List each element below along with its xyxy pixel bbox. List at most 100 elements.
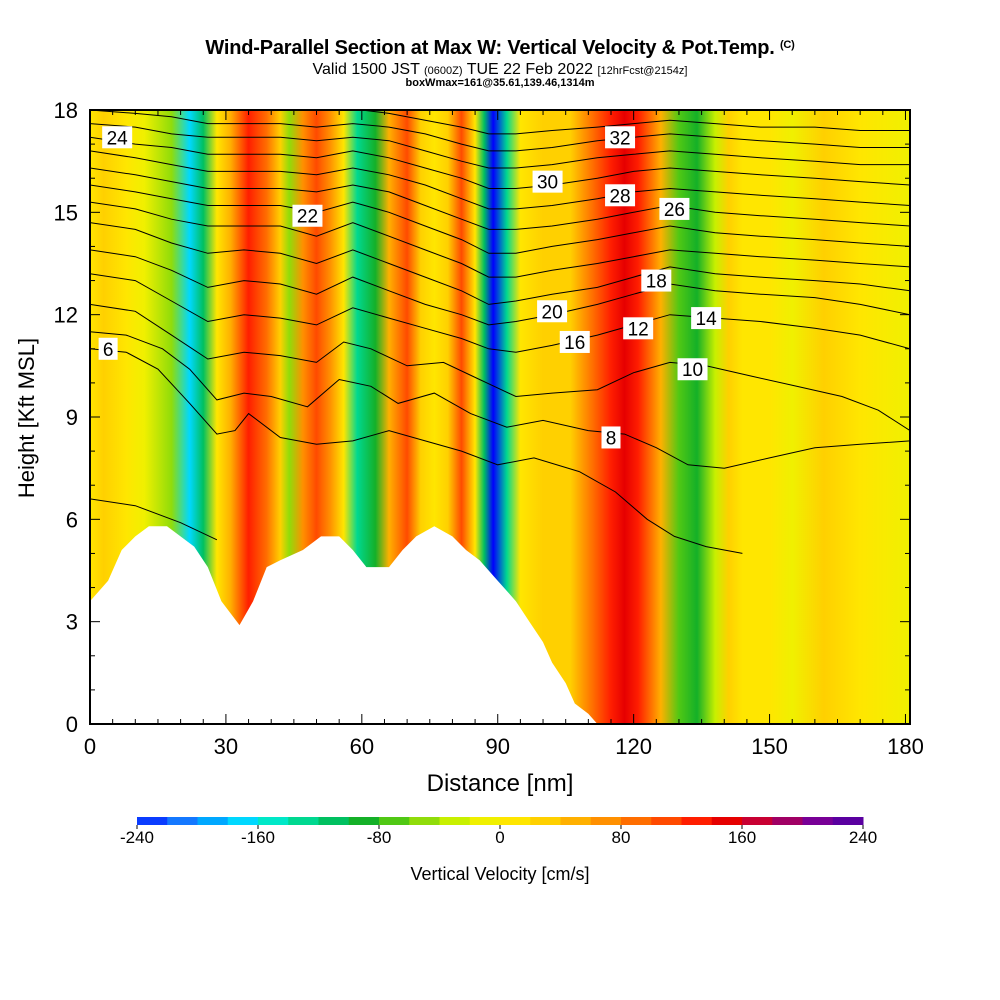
- potential-temperature-contours: [90, 110, 910, 554]
- contour-label-bg-6: [98, 337, 118, 360]
- contour-label-bg-24: [102, 126, 133, 149]
- colorbar-tick-label: 160: [728, 828, 756, 847]
- valid-prefix: Valid 1500 JST: [312, 61, 420, 78]
- contour-label-22: 22: [297, 207, 318, 228]
- theta-contour-18: [90, 201, 910, 278]
- valid-time-line: Valid 1500 JST (0600Z) TUE 22 Feb 2022 […: [0, 61, 1000, 79]
- contour-label-bg-8: [601, 426, 621, 449]
- theta-contour-12: [90, 273, 910, 353]
- colorbar-swatch: [681, 817, 713, 825]
- theta-contour-20: [90, 184, 910, 254]
- colorbar-tick-label: 0: [495, 828, 504, 847]
- x-tick-label: 0: [84, 734, 96, 759]
- colorbar-swatch: [137, 817, 168, 825]
- colorbar-swatch: [318, 817, 350, 825]
- colorbar-swatch: [772, 817, 803, 825]
- terrain: [90, 526, 598, 724]
- y-tick-label: 18: [54, 98, 78, 123]
- theta-contour-14: [90, 249, 910, 326]
- contour-label-bg-18: [641, 269, 672, 292]
- contour-label-bg-16: [559, 330, 590, 353]
- colorbar-swatch: [802, 817, 834, 825]
- colorbar-tick-label: -240: [120, 828, 154, 847]
- contour-label-24: 24: [107, 128, 129, 149]
- contour-label-28: 28: [609, 186, 630, 207]
- contour-label-bg-22: [292, 204, 323, 227]
- y-axis-ticks: 0 3 6 9 12 15 18: [54, 98, 910, 737]
- contour-label-6: 6: [103, 340, 114, 361]
- contour-labels: 6 8 10 12 14 16 18 20 22 24 26 28 30 32: [98, 126, 722, 449]
- colorbar-swatch: [469, 817, 501, 825]
- colorbar-swatch: [379, 817, 410, 825]
- colorbar-tick-label: -80: [367, 828, 392, 847]
- y-axis-label: Height [Kft MSL]: [14, 338, 39, 498]
- contour-label-16: 16: [564, 333, 585, 354]
- colorbar-swatch: [621, 817, 652, 825]
- theta-contour-32: [361, 110, 910, 135]
- colorbar-tick-label: 80: [612, 828, 631, 847]
- colorbar-swatch: [258, 817, 289, 825]
- contour-label-12: 12: [628, 319, 649, 340]
- forecast-info: [12hrFcst@2154z]: [597, 65, 688, 77]
- theta-contour-30: [90, 110, 910, 152]
- colorbar-swatch: [742, 817, 773, 825]
- theta-contour-28: [90, 123, 910, 169]
- colorbar-swatch: [409, 817, 440, 825]
- chart-title: Wind-Parallel Section at Max W: Vertical…: [0, 37, 1000, 60]
- colorbar-swatch: [500, 817, 531, 825]
- y-tick-label: 12: [54, 303, 78, 328]
- contour-label-32: 32: [609, 128, 630, 149]
- contour-label-bg-28: [605, 184, 636, 207]
- chart-title-mark: (C): [779, 39, 795, 51]
- colorbar: [137, 817, 864, 825]
- x-tick-label: 30: [214, 734, 238, 759]
- colorbar-swatch: [439, 817, 471, 825]
- box-info: boxWmax=161@35.61,139.46,1314m: [405, 77, 595, 89]
- contour-label-14: 14: [696, 309, 718, 330]
- contour-label-bg-32: [605, 126, 636, 149]
- y-tick-label: 3: [66, 610, 78, 635]
- chart-title-text: Wind-Parallel Section at Max W: Vertical…: [205, 37, 775, 59]
- contour-label-10: 10: [682, 360, 703, 381]
- colorbar-swatch: [530, 817, 561, 825]
- contour-label-bg-12: [623, 317, 654, 340]
- x-tick-label: 60: [350, 734, 374, 759]
- y-tick-label: 15: [54, 200, 78, 225]
- colorbar-swatch: [590, 817, 622, 825]
- theta-contour-16: [90, 222, 910, 305]
- valid-date: TUE 22 Feb 2022: [466, 61, 593, 78]
- theta-contour-24: [90, 150, 910, 210]
- contour-label-30: 30: [537, 173, 558, 194]
- contour-label-bg-26: [659, 197, 690, 220]
- theta-contour-22: [90, 167, 910, 230]
- y-tick-label: 0: [66, 712, 78, 737]
- contour-label-bg-14: [691, 307, 722, 330]
- contour-label-bg-10: [677, 358, 708, 381]
- contour-label-bg-20: [537, 300, 568, 323]
- theta-contour-26: [90, 136, 910, 189]
- x-axis-label: Distance [nm]: [427, 770, 574, 797]
- colorbar-swatch: [560, 817, 592, 825]
- contour-label-26: 26: [664, 200, 685, 221]
- theta-contour-4: [90, 498, 218, 541]
- contour-label-bg-30: [532, 170, 563, 193]
- theta-contour-10: [90, 303, 910, 432]
- x-tick-label: 90: [485, 734, 509, 759]
- x-tick-label: 120: [615, 734, 652, 759]
- colorbar-swatch: [167, 817, 198, 825]
- theta-contour-6: [90, 348, 743, 554]
- x-axis-ticks: 0 30 60 90 120 150 180: [84, 110, 924, 759]
- colorbar-swatch: [348, 817, 380, 825]
- valid-utc: (0600Z): [424, 65, 463, 77]
- colorbar-swatch: [832, 817, 864, 825]
- colorbar-tick-label: -160: [241, 828, 275, 847]
- x-tick-label: 180: [887, 734, 924, 759]
- colorbar-tick-label: 240: [849, 828, 877, 847]
- colorbar-swatch: [288, 817, 319, 825]
- colorbar-ticks: -240 -160 -80 0 80 160 240: [120, 825, 877, 847]
- contour-label-8: 8: [606, 428, 617, 449]
- colorbar-swatch: [711, 817, 743, 825]
- colorbar-label: Vertical Velocity [cm/s]: [410, 864, 589, 884]
- contour-label-20: 20: [542, 302, 563, 323]
